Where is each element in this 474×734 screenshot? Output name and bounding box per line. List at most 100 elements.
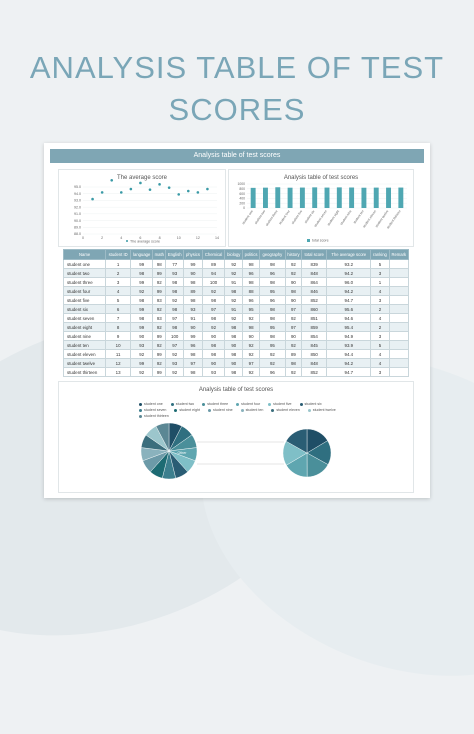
table-cell: 90	[183, 268, 203, 278]
table-cell: 98	[259, 304, 286, 314]
table-cell: student six	[62, 304, 107, 314]
table-cell: 98	[183, 295, 203, 305]
table-cell: 98	[224, 331, 244, 341]
table-cell: 98	[201, 340, 226, 350]
table-cell: 4	[370, 349, 390, 359]
table-row: student two 2 98 99 93 90 94 92 96 96 92 848 94.2 3	[62, 268, 410, 278]
table-cell: 98	[165, 304, 185, 314]
table-cell: 93.2	[326, 259, 372, 269]
legend-swatch	[170, 402, 174, 406]
table-cell: 99	[183, 331, 203, 341]
total-score-chart: Analysis table of test scores 1000 800 600…	[228, 169, 414, 247]
bar	[361, 187, 367, 208]
table-row: student seven 7 98 93 97 91 98 92 92 98 92 851 94.6 4	[62, 313, 410, 323]
table-cell	[388, 340, 410, 350]
table-cell: 96	[242, 268, 261, 278]
score-table: Name student ID language math English physics…	[62, 249, 410, 377]
table-cell: 1	[370, 277, 390, 287]
pie-section: Analysis table of test scores student on…	[58, 381, 414, 493]
table-cell: 90	[201, 331, 226, 341]
pie-legend: student one student two student three stude…	[139, 401, 359, 419]
table-cell: student five	[62, 295, 107, 305]
data-point	[148, 188, 152, 191]
column-header: Remark	[388, 249, 410, 260]
data-point	[158, 183, 161, 186]
legend-swatch	[307, 408, 311, 412]
table-cell: 95	[242, 304, 261, 314]
x-tick-label: student six	[303, 209, 315, 224]
table-cell: 91	[224, 304, 244, 314]
bar	[324, 187, 330, 208]
table-cell: student twelve	[62, 358, 107, 368]
table-cell: 90	[129, 331, 154, 341]
table-cell: 96.0	[326, 277, 372, 287]
legend-item: student six	[299, 401, 322, 407]
table-cell: 98	[259, 277, 286, 287]
legend-swatch	[174, 408, 178, 412]
y-tick-label: 400	[239, 197, 245, 201]
table-cell: 98	[242, 277, 261, 287]
table-cell: 98	[183, 349, 203, 359]
table-cell: 92	[129, 349, 154, 359]
table-cell: 97	[284, 304, 303, 314]
table-cell: 98	[201, 295, 226, 305]
table-cell: 839	[301, 259, 328, 269]
table-cell: 97	[183, 358, 203, 368]
column-header: English	[165, 249, 185, 260]
table-cell: 4	[370, 286, 390, 296]
x-tick-label: student nine	[339, 209, 352, 226]
bar	[349, 187, 355, 208]
table-cell: 3	[370, 331, 390, 341]
table-cell: 848	[301, 268, 328, 278]
table-cell: 90	[284, 277, 303, 287]
column-header: The average score	[326, 249, 372, 260]
pie-slice	[285, 428, 308, 454]
legend-label: student nine	[212, 408, 233, 412]
table-cell: 97	[284, 322, 303, 332]
data-point	[119, 191, 123, 194]
bar	[312, 187, 318, 208]
table-cell: student ten	[62, 340, 107, 350]
table-cell: 852	[301, 295, 328, 305]
x-tick-label: 10	[177, 236, 181, 240]
pie-other-label: Other	[178, 451, 188, 455]
table-cell: 93	[129, 340, 154, 350]
legend-item: student seven	[139, 407, 166, 413]
column-header: Name	[62, 249, 107, 260]
table-cell: 96	[183, 340, 203, 350]
table-cell: 3	[370, 367, 390, 377]
table-cell: 6	[105, 304, 131, 314]
table-row: student nine 9 90 99 100 99 90 98 90 98 90 854 94.9 3	[62, 331, 410, 341]
legend-label: student thirteen	[144, 414, 169, 418]
table-row: student one 1 99 98 77 99 89 92 98 98 92 839 93.2 5	[62, 259, 410, 269]
table-cell: student seven	[62, 313, 107, 323]
table-cell: 93	[201, 367, 226, 377]
table-cell	[388, 268, 410, 278]
table-cell: 89	[284, 349, 303, 359]
spreadsheet-preview: Analysis table of test scores The averag…	[44, 143, 430, 498]
data-point	[129, 187, 133, 191]
table-cell: 96	[242, 295, 261, 305]
table-cell	[388, 331, 410, 341]
table-row: student twelve 12 99 92 93 97 90 90 97 92 98 848 94.…	[62, 358, 410, 368]
legend-label: student three	[207, 402, 229, 406]
legend-item: student eight	[174, 407, 200, 413]
column-header: language	[129, 249, 154, 260]
legend-label: student eleven	[276, 408, 300, 412]
table-cell: 93	[152, 295, 167, 305]
table-cell: 13	[105, 367, 131, 377]
data-point	[91, 197, 94, 201]
table-cell: 100	[165, 331, 185, 341]
table-cell	[388, 358, 410, 368]
table-cell: 1	[105, 259, 131, 269]
table-cell: 90	[284, 295, 303, 305]
legend-label: student five	[273, 402, 292, 406]
table-cell: 854	[301, 331, 328, 341]
table-cell: 95	[259, 286, 286, 296]
x-tick-label: 2	[101, 236, 103, 240]
table-cell: 99	[129, 259, 154, 269]
legend-label: student six	[304, 402, 322, 406]
column-header: math	[152, 249, 167, 260]
table-cell: student nine	[62, 331, 107, 341]
legend-label: student twelve	[312, 408, 336, 412]
